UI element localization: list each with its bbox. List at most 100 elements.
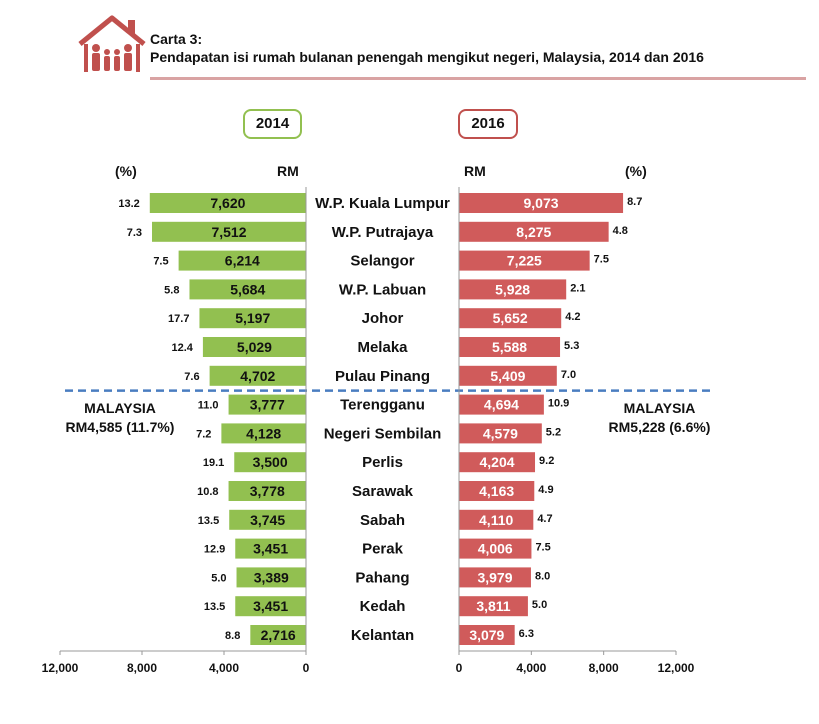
growth-2016-perak: 7.5 xyxy=(535,542,550,554)
state-label-w-p-labuan: W.P. Labuan xyxy=(339,281,426,298)
pct-header-right: (%) xyxy=(625,163,647,179)
bar-2014-perlis xyxy=(234,452,306,473)
bar-2014-kedah xyxy=(235,596,306,617)
bar-2014-sarawak xyxy=(228,481,306,501)
growth-2014-negeri-sembilan: 7.2 xyxy=(196,428,211,440)
x-tick-label-2016-8000: 8,000 xyxy=(589,661,619,675)
bar-2014-selangor xyxy=(178,250,306,271)
bar-2014-value-w-p-putrajaya: 7,512 xyxy=(211,224,246,240)
growth-2014-sarawak: 10.8 xyxy=(197,486,218,498)
malaysia-2016-value: RM5,228 (6.6%) xyxy=(608,419,711,435)
malaysia-2014-label: MALAYSIA xyxy=(84,400,156,416)
chart-number: Carta 3: xyxy=(150,31,203,47)
bar-2014-value-w-p-kuala-lumpur: 7,620 xyxy=(210,195,245,211)
legend-2016: 2016 xyxy=(458,109,518,139)
bar-2016-kedah xyxy=(459,596,528,617)
growth-2016-kelantan: 6.3 xyxy=(519,628,534,640)
growth-2016-perlis: 9.2 xyxy=(539,455,554,467)
x-tick-label-2014-4000: 4,000 xyxy=(209,661,239,675)
pct-header-left: (%) xyxy=(115,163,137,179)
state-label-kedah: Kedah xyxy=(360,598,406,615)
bar-2014-value-selangor: 6,214 xyxy=(225,253,260,269)
bar-2016-value-terengganu: 4,694 xyxy=(484,397,519,413)
growth-2014-perak: 12.9 xyxy=(204,544,225,556)
bar-2016-kelantan xyxy=(459,625,515,645)
growth-2014-sabah: 13.5 xyxy=(198,515,219,527)
bar-2014-johor xyxy=(199,308,306,329)
bar-2016-value-pulau-pinang: 5,409 xyxy=(490,368,525,384)
state-label-w-p-putrajaya: W.P. Putrajaya xyxy=(332,224,434,241)
growth-2014-melaka: 12.4 xyxy=(171,342,193,354)
bar-2016-pahang xyxy=(459,567,531,588)
state-label-melaka: Melaka xyxy=(357,339,408,356)
bar-2016-value-melaka: 5,588 xyxy=(492,339,527,355)
growth-2014-pahang: 5.0 xyxy=(211,572,226,584)
bar-2016-selangor xyxy=(459,250,590,271)
bar-2016-value-sarawak: 4,163 xyxy=(479,483,514,499)
bar-2014-value-melaka: 5,029 xyxy=(237,339,272,355)
x-tick-label-2014-8000: 8,000 xyxy=(127,661,157,675)
bar-2016-w-p-kuala-lumpur xyxy=(459,193,624,213)
bar-2016-value-johor: 5,652 xyxy=(493,310,528,326)
bar-2016-perak xyxy=(459,538,532,559)
growth-2016-terengganu: 10.9 xyxy=(548,398,569,410)
bar-2014-melaka xyxy=(202,337,306,357)
bar-2016-sabah xyxy=(459,509,534,530)
growth-2014-kedah: 13.5 xyxy=(204,601,225,613)
bar-2014-value-kedah: 3,451 xyxy=(253,598,288,614)
growth-2016-negeri-sembilan: 5.2 xyxy=(546,426,561,438)
growth-2014-w-p-kuala-lumpur: 13.2 xyxy=(118,198,139,210)
growth-2014-pulau-pinang: 7.6 xyxy=(184,371,199,383)
title-underline xyxy=(150,77,806,80)
bar-2014-value-terengganu: 3,777 xyxy=(250,397,285,413)
growth-2016-kedah: 5.0 xyxy=(532,599,547,611)
growth-2016-w-p-labuan: 2.1 xyxy=(570,282,585,294)
growth-2016-sarawak: 4.9 xyxy=(538,484,553,496)
bar-2016-value-sabah: 4,110 xyxy=(479,512,513,528)
growth-2016-sabah: 4.7 xyxy=(537,513,552,525)
state-label-negeri-sembilan: Negeri Sembilan xyxy=(324,425,442,442)
state-label-pahang: Pahang xyxy=(355,569,409,586)
x-tick-label-2014-12000: 12,000 xyxy=(42,661,79,675)
rm-header-right: RM xyxy=(464,163,486,179)
bar-2016-w-p-putrajaya xyxy=(459,221,609,242)
growth-2014-kelantan: 8.8 xyxy=(225,630,240,642)
growth-2016-w-p-kuala-lumpur: 8.7 xyxy=(627,196,642,208)
growth-2016-pulau-pinang: 7.0 xyxy=(561,369,576,381)
bar-2016-melaka xyxy=(459,337,561,357)
malaysia-2014-summary: MALAYSIA RM4,585 (11.7%) xyxy=(55,399,185,437)
bar-2014-value-negeri-sembilan: 4,128 xyxy=(246,425,281,441)
bar-2016-pulau-pinang xyxy=(459,365,557,386)
growth-2016-pahang: 8.0 xyxy=(535,570,550,582)
bar-2016-value-w-p-kuala-lumpur: 9,073 xyxy=(524,195,559,211)
bar-2014-value-w-p-labuan: 5,684 xyxy=(230,281,265,297)
state-label-perak: Perak xyxy=(362,541,404,558)
x-tick-label-2016-4000: 4,000 xyxy=(516,661,546,675)
chart-title-block: Carta 3: Pendapatan isi rumah bulanan pe… xyxy=(150,31,790,66)
state-label-selangor: Selangor xyxy=(350,253,414,270)
state-label-terengganu: Terengganu xyxy=(340,397,425,414)
bar-2016-value-kelantan: 3,079 xyxy=(469,627,504,643)
growth-2016-melaka: 5.3 xyxy=(564,340,579,352)
growth-2016-johor: 4.2 xyxy=(565,311,580,323)
legend-2014: 2014 xyxy=(243,109,302,139)
growth-2014-terengganu: 11.0 xyxy=(198,400,219,412)
bar-2014-value-perlis: 3,500 xyxy=(253,454,288,470)
bar-2014-negeri-sembilan xyxy=(221,423,306,444)
state-label-w-p-kuala-lumpur: W.P. Kuala Lumpur xyxy=(315,195,450,212)
house-family-logo-icon xyxy=(78,15,146,72)
bar-2016-johor xyxy=(459,308,562,329)
growth-2014-selangor: 7.5 xyxy=(153,256,168,268)
bar-2016-sarawak xyxy=(459,481,535,501)
bar-2014-value-kelantan: 2,716 xyxy=(261,627,296,643)
bar-2016-value-w-p-labuan: 5,928 xyxy=(495,281,530,297)
bar-2016-value-perak: 4,006 xyxy=(478,541,513,557)
bar-2016-value-selangor: 7,225 xyxy=(507,253,542,269)
bar-2016-value-negeri-sembilan: 4,579 xyxy=(483,425,518,441)
bar-2014-w-p-labuan xyxy=(189,279,306,300)
bar-2014-kelantan xyxy=(250,625,306,645)
state-label-sabah: Sabah xyxy=(360,512,405,529)
bar-2016-negeri-sembilan xyxy=(459,423,542,444)
malaysia-2016-summary: MALAYSIA RM5,228 (6.6%) xyxy=(597,399,722,437)
